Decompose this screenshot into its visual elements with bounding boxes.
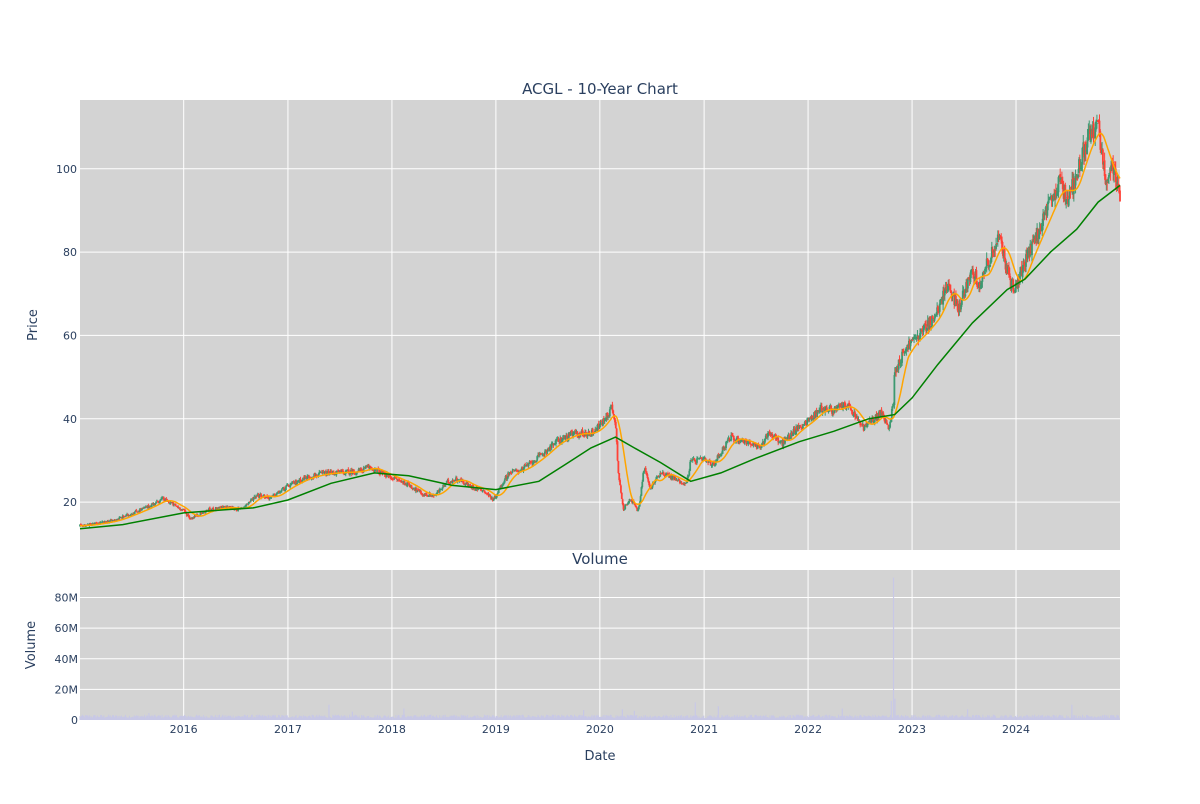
candle-body (641, 482, 643, 487)
candle (621, 492, 623, 499)
x-tick-label: 2022 (794, 723, 822, 736)
candle-body (802, 426, 804, 428)
candle-body (175, 504, 177, 506)
volume-tick-label: 80M (55, 592, 79, 605)
candle-body (893, 375, 895, 405)
candle-body (638, 507, 640, 509)
candle-body (612, 410, 614, 414)
volume-tick-label: 0 (71, 714, 78, 727)
candle-body (154, 503, 156, 504)
price-tick-label: 80 (63, 246, 77, 259)
candle-body (570, 432, 572, 435)
volume-tick-label: 40M (55, 653, 79, 666)
candle-body (447, 480, 449, 483)
x-tick-label: 2020 (586, 723, 614, 736)
candle (155, 501, 157, 503)
x-tick-label: 2019 (482, 723, 510, 736)
candle-body (136, 510, 138, 511)
candle-body (615, 422, 617, 428)
price-tick-label: 60 (63, 329, 77, 342)
candle-body (611, 405, 613, 411)
candle (617, 440, 619, 461)
price-tick-label: 20 (63, 496, 77, 509)
candle-body (1077, 175, 1079, 178)
candle (617, 461, 619, 474)
candle-body (209, 508, 211, 510)
candle-body (911, 340, 913, 341)
candle-body (1004, 249, 1006, 257)
candle-body (592, 429, 594, 433)
candle-body (910, 343, 912, 346)
candle-body (281, 490, 283, 492)
x-tick-label: 2016 (170, 723, 198, 736)
candle-body (689, 462, 691, 471)
candle-body (929, 316, 931, 325)
volume-tick-label: 60M (55, 622, 79, 635)
candle-body (620, 485, 622, 492)
candle-body (463, 481, 465, 484)
x-tick-label: 2017 (274, 723, 302, 736)
candle-body (623, 504, 625, 510)
x-tick-label: 2018 (378, 723, 406, 736)
x-tick-label: 2023 (898, 723, 926, 736)
candle (893, 372, 895, 408)
candle-body (617, 441, 619, 460)
x-tick-label: 2021 (690, 723, 718, 736)
candle-body (799, 425, 801, 426)
price-tick-label: 40 (63, 413, 77, 426)
candle-body (609, 409, 611, 416)
candle-body (967, 279, 969, 288)
candle-body (621, 493, 623, 499)
price-tick-label: 100 (56, 163, 77, 176)
volume-tick-label: 20M (55, 683, 79, 696)
candle-body (285, 486, 287, 489)
candle-body (504, 480, 506, 483)
candle-body (619, 480, 621, 485)
candle-body (934, 319, 936, 321)
candle-body (624, 505, 626, 509)
x-tick-label: 2024 (1002, 723, 1030, 736)
candle-body (194, 516, 196, 517)
candle-body (1104, 160, 1106, 176)
candle-body (224, 506, 226, 507)
candle-body (911, 341, 913, 342)
candle-body (256, 496, 258, 497)
candle-body (642, 473, 644, 481)
candle-body (179, 508, 181, 510)
candle-body (617, 461, 619, 473)
candle-body (964, 294, 966, 296)
candle-body (1096, 123, 1098, 124)
candle-body (155, 502, 157, 504)
candle-body (645, 468, 647, 472)
candle-body (1068, 199, 1070, 206)
candle-body (663, 472, 665, 474)
candle-body (692, 459, 694, 461)
candle-body (727, 440, 729, 442)
candle-body (939, 304, 941, 312)
candle-body (982, 277, 984, 282)
candle-body (923, 325, 925, 328)
candle-body (528, 464, 530, 466)
candle-body (688, 471, 690, 476)
candle-body (616, 429, 618, 442)
candle-body (512, 471, 514, 473)
candle-body (493, 500, 495, 501)
candle-body (989, 265, 991, 267)
